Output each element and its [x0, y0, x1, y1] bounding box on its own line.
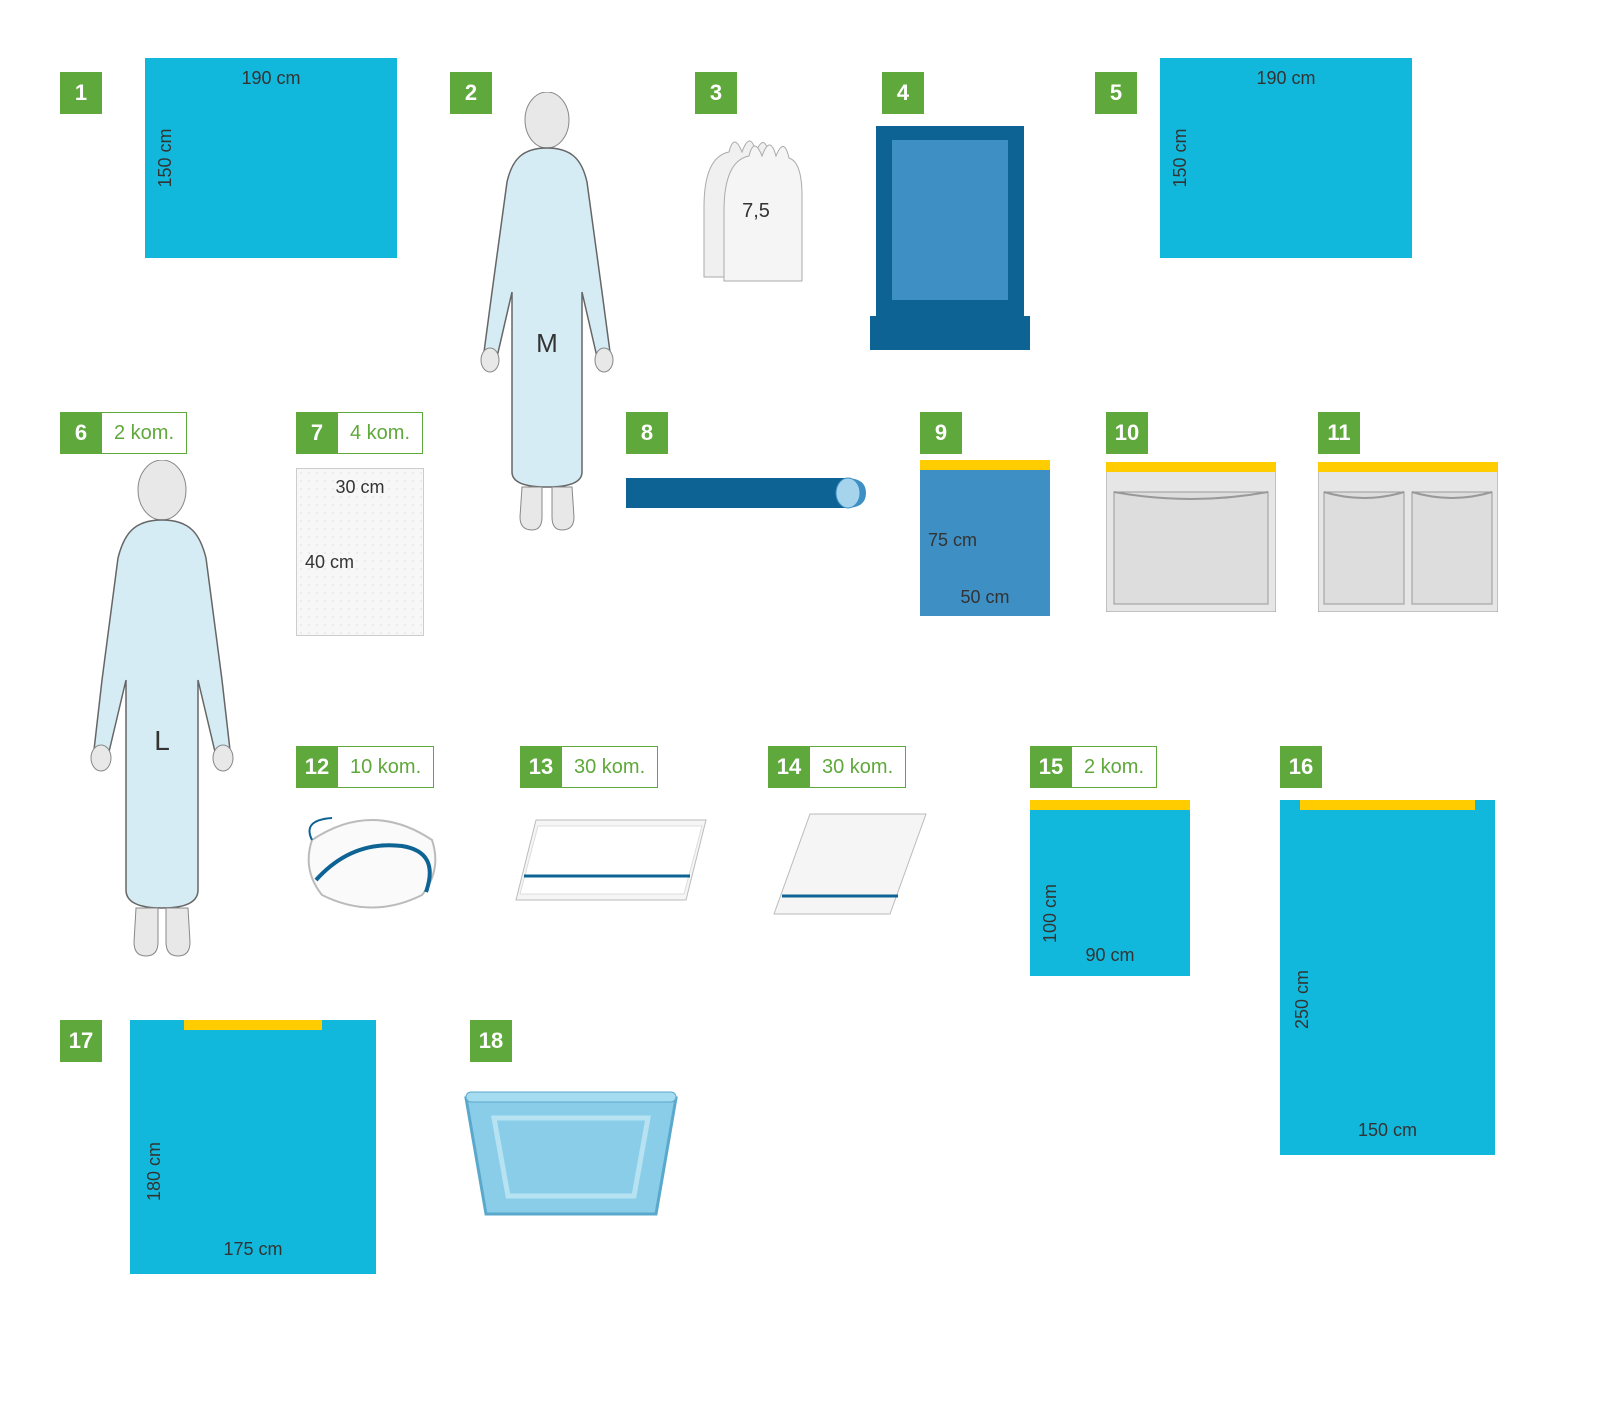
qty-14: 30 kom.	[809, 746, 906, 788]
absorbent-7: 30 cm 40 cm	[296, 468, 424, 636]
badge-10: 10	[1106, 412, 1148, 454]
svg-text:7,5: 7,5	[742, 200, 770, 222]
num-11: 11	[1318, 412, 1360, 454]
gown-m: M	[462, 92, 632, 537]
roll-8	[626, 470, 866, 525]
badge-14: 14 30 kom.	[768, 746, 906, 788]
gloves: 7,5	[680, 122, 820, 287]
pocket-10	[1106, 462, 1276, 617]
num-9: 9	[920, 412, 962, 454]
badge-1: 1	[60, 72, 102, 114]
badge-18: 18	[470, 1020, 512, 1062]
badge-5: 5	[1095, 72, 1137, 114]
badge-6: 6 2 kom.	[60, 412, 187, 454]
drape-9: 75 cm 50 cm	[920, 460, 1050, 616]
badge-13: 13 30 kom.	[520, 746, 658, 788]
qty-15: 2 kom.	[1071, 746, 1157, 788]
pad-7-w: 30 cm	[335, 477, 384, 498]
num-16: 16	[1280, 746, 1322, 788]
badge-7: 7 4 kom.	[296, 412, 423, 454]
badge-9: 9	[920, 412, 962, 454]
svg-text:M: M	[536, 328, 558, 358]
pocket-11	[1318, 462, 1498, 617]
badge-8: 8	[626, 412, 668, 454]
badge-15: 15 2 kom.	[1030, 746, 1157, 788]
num-15: 15	[1030, 746, 1072, 788]
num-7: 7	[296, 412, 338, 454]
badge-12: 12 10 kom.	[296, 746, 434, 788]
qty-12: 10 kom.	[337, 746, 434, 788]
num-13: 13	[520, 746, 562, 788]
gown-l: L	[72, 460, 252, 965]
qty-13: 30 kom.	[561, 746, 658, 788]
num-14: 14	[768, 746, 810, 788]
badge-4: 4	[882, 72, 924, 114]
badge-11: 11	[1318, 412, 1360, 454]
badge-3: 3	[695, 72, 737, 114]
num-12: 12	[296, 746, 338, 788]
pad-7-h: 40 cm	[305, 552, 354, 573]
num-17: 17	[60, 1020, 102, 1062]
drape-5-h: 150 cm	[1170, 128, 1191, 187]
qty-6: 2 kom.	[101, 412, 187, 454]
drape-5: 190 cm 150 cm	[1160, 58, 1412, 258]
num-10: 10	[1106, 412, 1148, 454]
drape-1: 190 cm 150 cm	[145, 58, 397, 258]
compress-14	[770, 810, 930, 925]
num-1: 1	[60, 72, 102, 114]
compress-13	[506, 810, 716, 915]
num-4: 4	[882, 72, 924, 114]
drape-5-w: 190 cm	[1256, 68, 1315, 89]
cover-4	[870, 126, 1030, 361]
drape-17: 180 cm 175 cm	[130, 1020, 376, 1274]
num-6: 6	[60, 412, 102, 454]
mask-12	[292, 800, 452, 925]
num-8: 8	[626, 412, 668, 454]
svg-text:L: L	[154, 725, 170, 756]
drape-1-w: 190 cm	[241, 68, 300, 89]
drape-1-h: 150 cm	[155, 128, 176, 187]
tray-18	[456, 1078, 686, 1233]
qty-7: 4 kom.	[337, 412, 423, 454]
drape-16: 250 cm 150 cm	[1280, 800, 1495, 1155]
badge-16: 16	[1280, 746, 1322, 788]
num-18: 18	[470, 1020, 512, 1062]
num-5: 5	[1095, 72, 1137, 114]
drape-15: 100 cm 90 cm	[1030, 800, 1190, 976]
num-3: 3	[695, 72, 737, 114]
badge-17: 17	[60, 1020, 102, 1062]
